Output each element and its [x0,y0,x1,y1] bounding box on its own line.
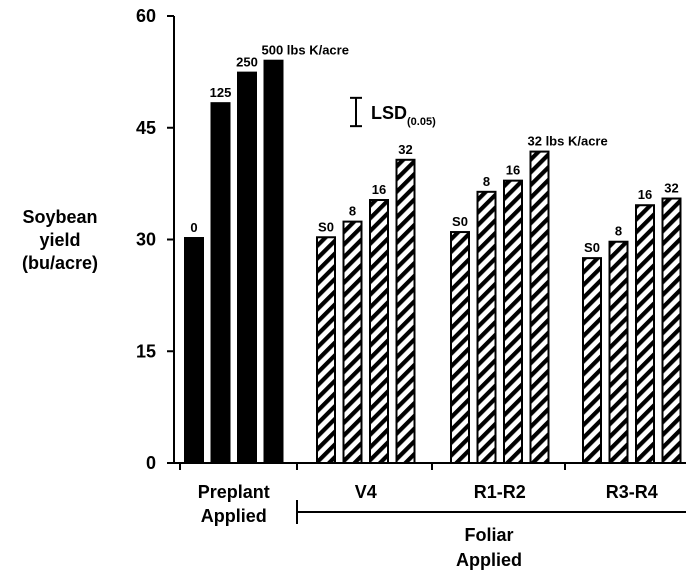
bar-value-label: 8 [483,174,490,189]
bar [529,150,550,464]
bar [316,236,336,464]
bar [237,71,257,465]
bar [369,199,389,464]
bar [263,59,284,464]
bar [582,257,602,464]
bar [635,204,655,464]
y-tick-label: 45 [136,118,156,138]
bar [395,158,416,464]
bar-value-label: 32 lbs K/acre [528,134,608,149]
bar-value-label: 16 [506,163,520,178]
bar [661,197,682,464]
lsd-indicator: LSD(0.05) [350,96,436,128]
bar-value-label: 125 [210,85,232,100]
chart-axes: 0 15 30 45 60 Soybean yield (bu/acre) [22,6,686,473]
bar-value-label: 16 [372,182,386,197]
bar [608,240,629,464]
group-label: Applied [201,506,267,526]
bar-value-label: 32 [664,181,678,196]
foliar-label: Foliar [464,525,513,545]
bar-value-label: 16 [638,187,652,202]
bars-layer [184,59,682,465]
bar-value-label: S0 [318,219,334,234]
bar [210,102,231,464]
bar [476,190,497,464]
bar [450,231,470,464]
lsd-label: LSD(0.05) [371,103,436,128]
group-label: R3-R4 [606,482,658,502]
y-tick-label: 60 [136,6,156,26]
bar-value-label: 500 lbs K/acre [262,43,349,58]
group-label: Preplant [198,482,270,502]
bar-value-label: 250 [236,55,258,70]
labels-layer: 0 125 250 500 lbs K/acre Preplant Applied S0 8 1… [190,43,686,570]
bar-value-label: 8 [349,204,356,219]
bar [342,220,363,464]
y-tick-label: 0 [146,453,156,473]
bar-value-label: 8 [615,224,622,239]
y-axis-label: Soybean yield (bu/acre) [22,207,98,273]
y-tick-label: 15 [136,341,156,361]
bar [184,237,204,464]
group-label: V4 [355,482,377,502]
y-tick-label: 30 [136,230,156,250]
bar-value-label: 0 [190,220,197,235]
bar-value-label: S0 [452,214,468,229]
bar-value-label: 32 [398,142,412,157]
bar [503,179,523,465]
bar-value-label: S0 [584,240,600,255]
group-label: R1-R2 [474,482,526,502]
foliar-label: Applied [456,550,522,570]
